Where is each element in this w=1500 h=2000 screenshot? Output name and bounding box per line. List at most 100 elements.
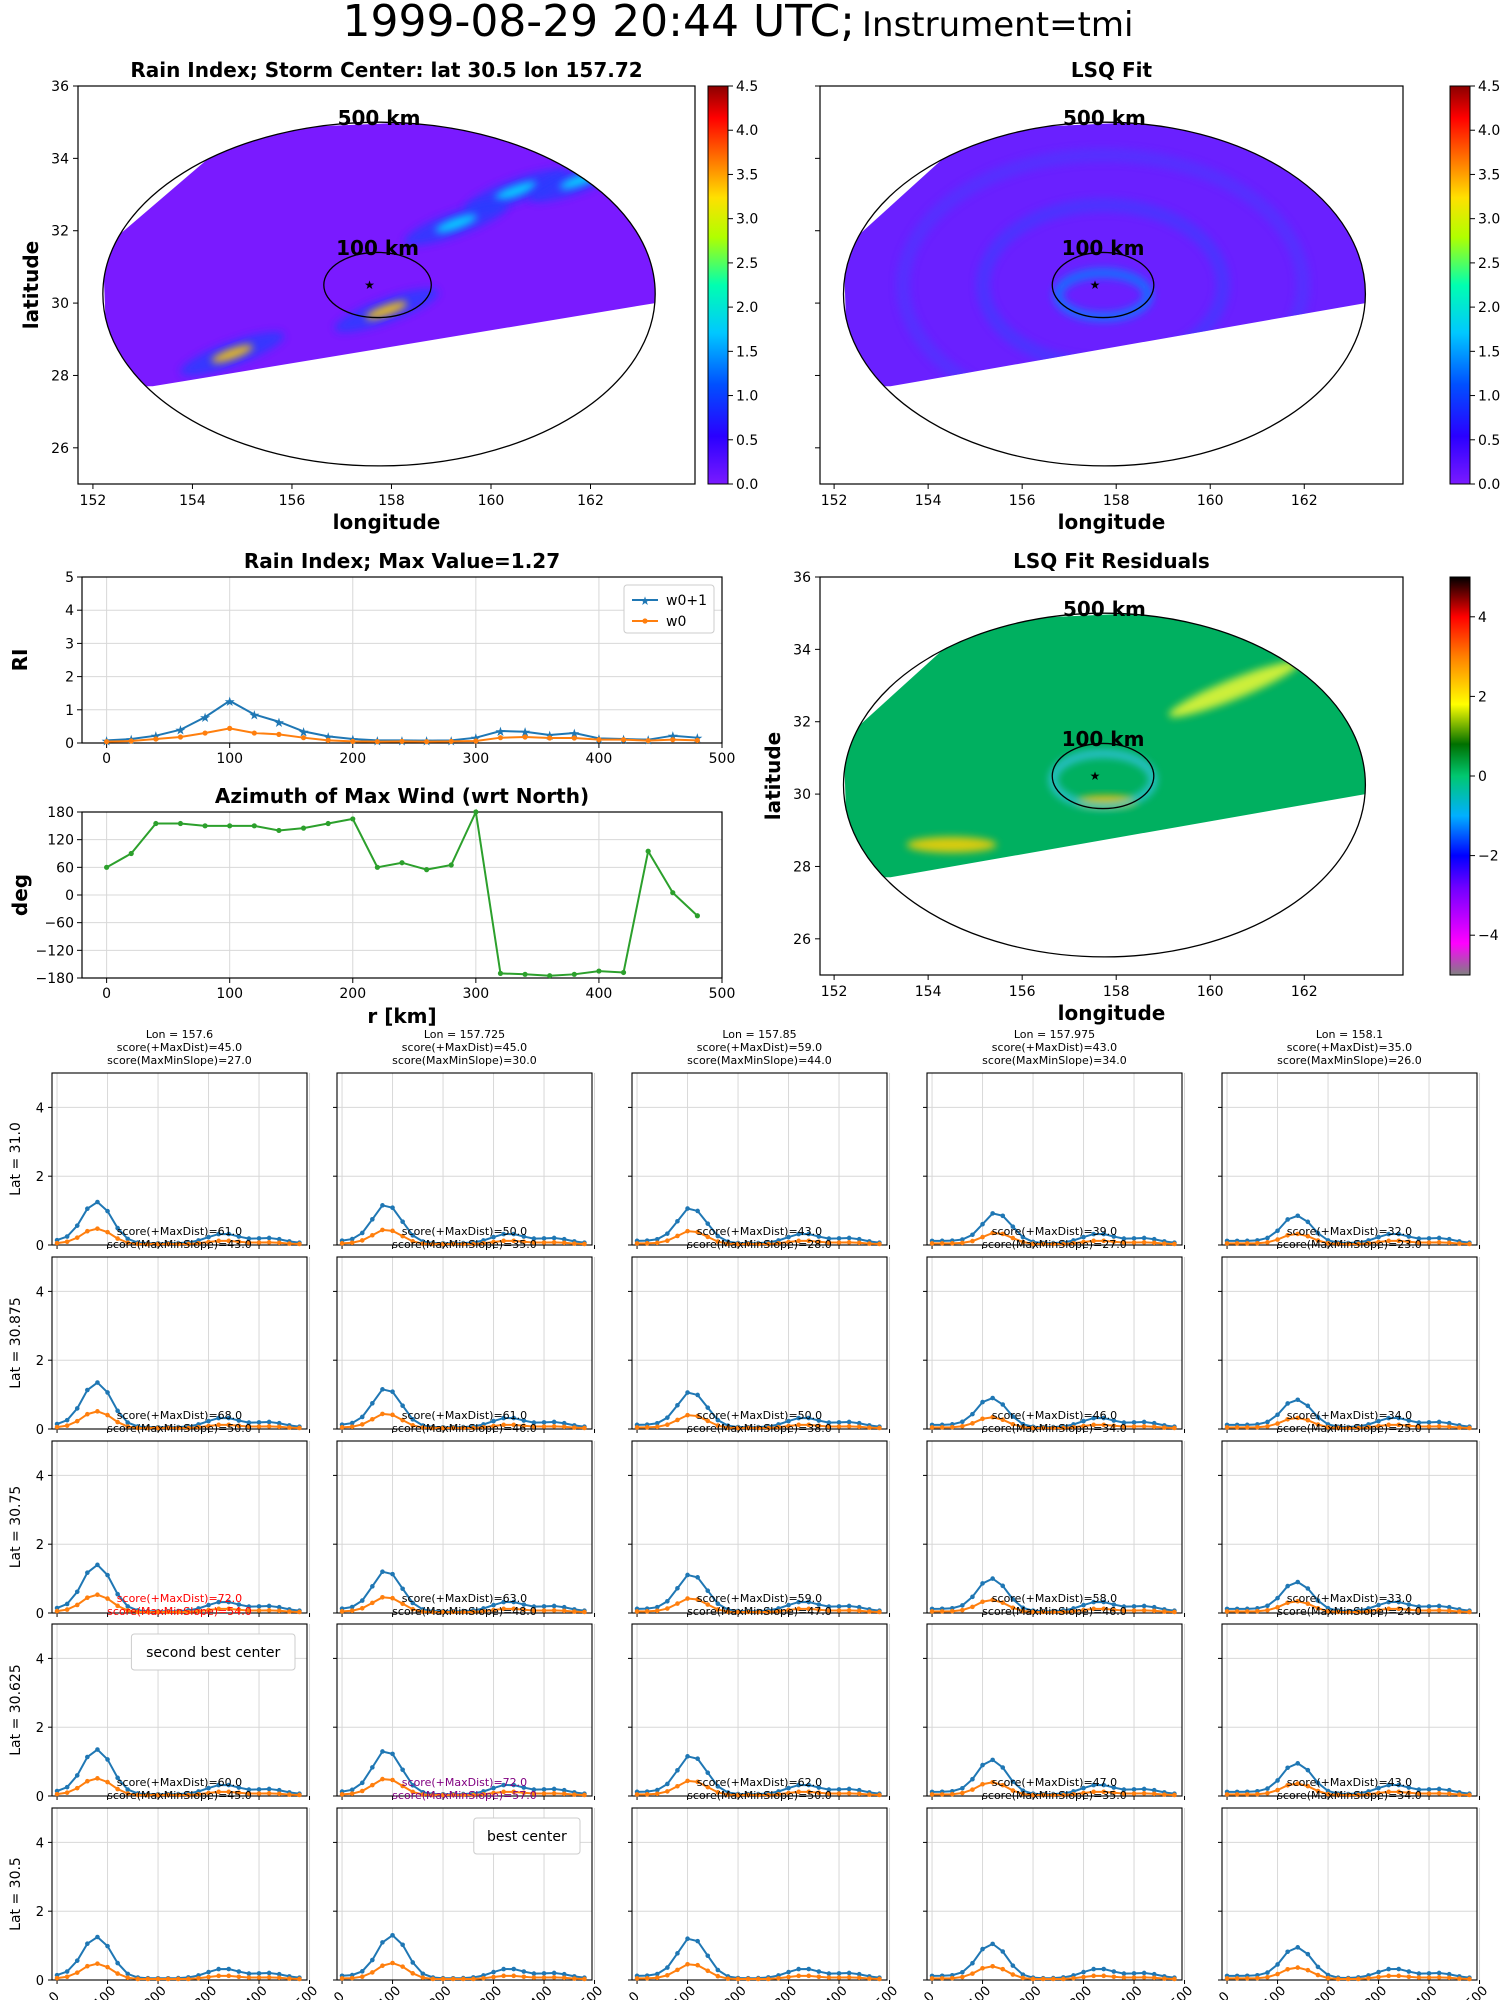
score-maxminslope: score(MaxMinSlope)=44.0 <box>687 1054 832 1067</box>
candidate-series-point <box>877 1792 882 1798</box>
annotation-label: second best center <box>146 1645 280 1661</box>
candidate-series-point <box>196 1608 201 1614</box>
candidate-series-point <box>1172 1976 1177 1982</box>
candidate-series-point <box>1234 1425 1240 1430</box>
colorbar-tick-label: 4 <box>1478 610 1487 626</box>
candidate-series-point <box>175 1425 181 1431</box>
candidate-series-point <box>1010 1224 1016 1229</box>
candidate-series-point <box>1081 1234 1086 1240</box>
candidate-series-point <box>74 1958 80 1963</box>
candidate-series-point <box>990 1211 995 1216</box>
candidate-series-point <box>1081 1790 1086 1796</box>
candidate-series-point <box>725 1976 731 1981</box>
candidate-series-point <box>410 1782 416 1788</box>
candidate-series-point <box>420 1241 426 1246</box>
candidate-series-point <box>1151 1236 1157 1242</box>
candidate-series-point <box>695 1756 700 1762</box>
candidate-series-point <box>1081 1602 1086 1608</box>
candidate-series-point <box>846 1975 852 1980</box>
score-maxdist: score(+MaxDist)=62.0 <box>697 1776 822 1789</box>
score-maxminslope: score(MaxMinSlope)=25.0 <box>1277 1422 1422 1435</box>
candidate-cell: score(+MaxDist)=46.0score(MaxMinSlope)=3… <box>923 1409 1186 1617</box>
candidate-series-point <box>460 1792 466 1798</box>
chart-title: Azimuth of Max Wind (wrt North) <box>215 784 589 808</box>
candidate-series-point <box>471 1976 476 1982</box>
candidate-series-point <box>1224 1241 1230 1246</box>
candidate-series-point <box>846 1235 852 1241</box>
candidate-axes-frame <box>1221 1807 1478 1981</box>
candidate-series-point <box>1071 1791 1076 1797</box>
ring-label-100km: 100 km <box>336 236 419 260</box>
candidate-series-point <box>816 1602 822 1607</box>
candidate-series-point <box>654 1787 660 1793</box>
candidate-series-point <box>1234 1976 1240 1981</box>
candidate-series-point <box>675 1218 680 1224</box>
candidate-series-point <box>206 1418 211 1424</box>
candidate-series-point <box>1275 1787 1280 1793</box>
candidate-series-point <box>1406 1974 1412 1980</box>
ring-500km <box>842 121 1367 467</box>
candidate-series-point <box>206 1234 211 1240</box>
candidate-series-point <box>1315 1598 1321 1603</box>
candidate-series-point <box>491 1418 496 1424</box>
colorbar-tick-label: 0.5 <box>1478 433 1500 449</box>
candidate-series-point <box>1275 1228 1280 1234</box>
candidate-series-point <box>1234 1792 1240 1797</box>
candidate-series-point <box>561 1240 567 1246</box>
candidate-series-point <box>665 1599 670 1604</box>
x-tick-label: 400 <box>586 986 613 1002</box>
candidate-series-point <box>256 1420 262 1425</box>
candidate-series-point <box>1061 1241 1066 1247</box>
candidate-series-point <box>1406 1607 1412 1613</box>
candidate-series-point <box>695 1208 700 1214</box>
candidate-series-point <box>501 1415 506 1421</box>
candidate-series-point <box>1091 1789 1096 1795</box>
candidate-series-line <box>56 1935 300 1980</box>
candidate-series-point <box>1151 1971 1157 1977</box>
candidate-series-point <box>105 1596 110 1601</box>
candidate-series-point <box>980 1581 985 1586</box>
score-maxminslope: score(MaxMinSlope)=45.0 <box>107 1789 252 1802</box>
candidate-series-point <box>380 1749 385 1754</box>
candidate-series-point <box>1457 1609 1462 1614</box>
candidate-series-point <box>95 1592 100 1597</box>
legend-marker: ★ <box>640 594 651 608</box>
candidate-series-point <box>1366 1240 1371 1246</box>
candidate-series-point <box>1141 1791 1147 1796</box>
candidate-series-point <box>531 1240 537 1245</box>
ring-500km <box>842 612 1367 958</box>
colorbar-tick-label: 4.5 <box>736 79 758 95</box>
candidate-series-point <box>1457 1241 1462 1246</box>
candidate-series-point <box>370 1782 375 1788</box>
candidate-series-point <box>64 1417 70 1423</box>
candidate-series-point <box>846 1419 852 1425</box>
candidate-series-point <box>339 1792 345 1797</box>
candidate-series-point <box>685 1572 690 1578</box>
candidate-series-point <box>246 1791 252 1796</box>
candidate-series-point <box>1376 1418 1381 1424</box>
candidate-series-point <box>226 1973 232 1979</box>
candidate-series-point <box>246 1240 252 1245</box>
lat-label: Lat = 31.0 <box>8 1122 24 1196</box>
candidate-series-point <box>776 1791 781 1797</box>
candidate-series-point <box>1376 1602 1381 1608</box>
candidate-series-point <box>1406 1785 1412 1790</box>
candidate-series-point <box>206 1790 211 1796</box>
candidate-series-point <box>491 1969 496 1975</box>
candidate-series-point <box>551 1608 557 1613</box>
series-point <box>571 971 577 977</box>
figure-title-instrument: Instrument=tmi <box>862 5 1133 45</box>
y-tick-label: 32 <box>51 224 69 240</box>
y-tick-label: 30 <box>51 296 69 312</box>
candidate-series-point <box>1010 1605 1016 1611</box>
candidate-cell: score(+MaxDist)=61.0score(MaxMinSlope)=4… <box>333 1409 596 1617</box>
candidate-series-point <box>561 1608 567 1614</box>
candidate-series-point <box>644 1425 650 1430</box>
candidate-series-point <box>685 1206 690 1211</box>
candidate-series-point <box>1101 1599 1107 1605</box>
candidate-series-point <box>1071 1240 1076 1246</box>
candidate-series-point <box>826 1604 832 1609</box>
candidate-series-point <box>1305 1219 1311 1225</box>
candidate-series-point <box>990 1941 995 1947</box>
candidate-series-point <box>745 1609 751 1615</box>
